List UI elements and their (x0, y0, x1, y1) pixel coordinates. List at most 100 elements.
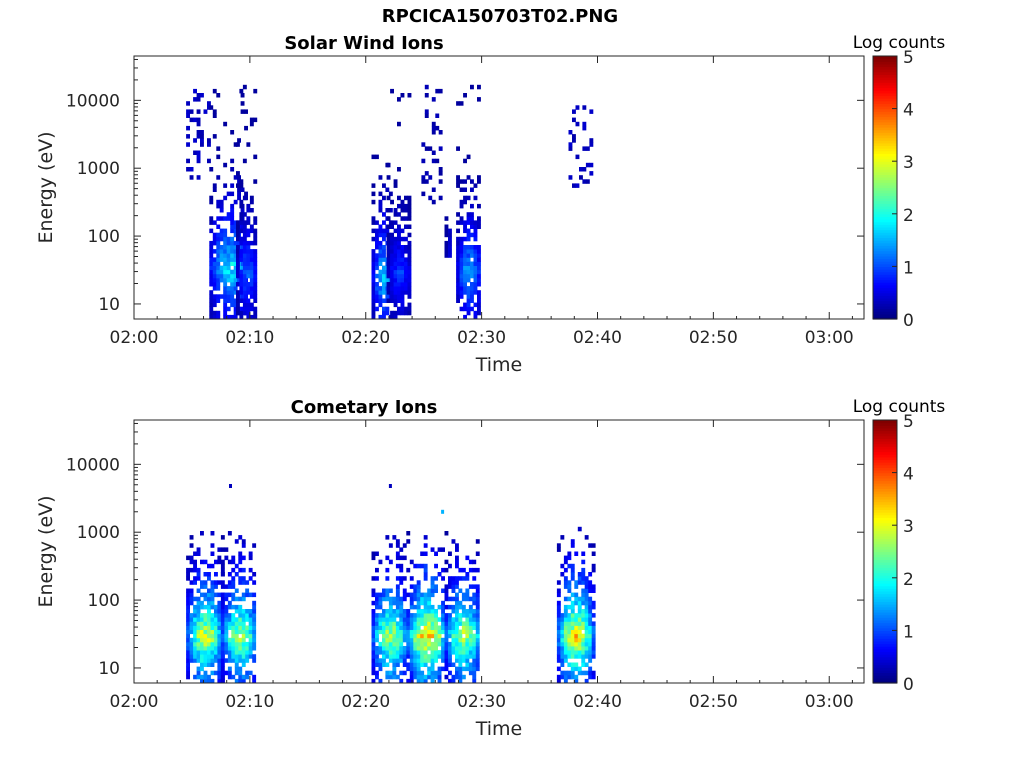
spectrogram-cell (463, 195, 467, 201)
spectrogram-cell (399, 576, 404, 581)
colorbar-cell (873, 583, 897, 587)
spectrogram-cell (404, 265, 408, 271)
spectrogram-cell (466, 302, 471, 308)
spectrogram-cell (434, 563, 438, 569)
spectrogram-cell (584, 588, 589, 593)
spectrogram-cell (441, 641, 445, 647)
colorbar-cell (873, 56, 897, 60)
spectrogram-cell (382, 220, 386, 225)
spectrogram-cell (581, 646, 586, 651)
spectrogram-cell (217, 658, 222, 663)
spectrogram-cell (220, 629, 225, 635)
spectrogram-cell (461, 625, 466, 630)
spectrogram-cell (395, 613, 400, 618)
spectrogram-cell (402, 613, 407, 618)
spectrogram-cell (210, 588, 215, 593)
spectrogram-cell (430, 625, 435, 630)
spectrogram-cell (209, 240, 214, 246)
colorbar-cell (873, 441, 897, 445)
spectrogram-cell (466, 269, 471, 275)
spectrogram-cell (246, 265, 251, 271)
spectrogram-cell (437, 670, 442, 676)
spectrogram-cell (226, 249, 231, 254)
spectrogram-cell (234, 641, 239, 647)
spectrogram-cell (388, 191, 393, 197)
spectrogram-cell (430, 646, 435, 651)
spectrogram-cell (392, 625, 397, 630)
spectrogram-cell (378, 294, 383, 299)
spectrogram-cell (246, 240, 251, 246)
spectrogram-cell (409, 650, 414, 655)
spectrogram-cell (563, 584, 568, 589)
spectrogram-cell (473, 249, 478, 254)
spectrogram-cell (563, 596, 568, 602)
spectrogram-cell (463, 269, 467, 275)
spectrogram-cell (473, 261, 478, 266)
spectrogram-cell (560, 674, 565, 680)
spectrogram-cell (463, 93, 467, 98)
spectrogram-cell (214, 637, 218, 643)
spectrogram-cell (378, 261, 383, 266)
spectrogram-cell (196, 670, 201, 676)
spectrogram-cell (459, 286, 464, 291)
spectrogram-cell (231, 596, 236, 602)
spectrogram-cell (458, 629, 463, 635)
spectrogram-cell (238, 621, 243, 626)
spectrogram-cell (375, 658, 379, 663)
colorbar-cell (873, 575, 897, 579)
spectrogram-cell (378, 245, 383, 250)
x-tick-label: 02:50 (689, 692, 738, 712)
colorbar-cell (873, 200, 897, 204)
spectrogram-cell (438, 195, 443, 201)
spectrogram-cell (219, 257, 224, 262)
spectrogram-cell (227, 670, 232, 676)
spectrogram-cell (238, 596, 243, 602)
spectrogram-cell (567, 596, 572, 602)
spectrogram-cell (468, 596, 473, 602)
x-tick-label: 02:30 (457, 692, 506, 712)
spectrogram-cell (581, 641, 586, 647)
spectrogram-cell (216, 93, 221, 98)
spectrogram-cell (240, 208, 245, 213)
spectrogram-cell (200, 600, 204, 606)
spectrogram-cell (577, 526, 582, 532)
spectrogram-cell (216, 298, 221, 303)
spectrogram-cell (242, 224, 247, 229)
spectrogram-cell (563, 646, 568, 651)
spectrogram-cell (444, 617, 449, 622)
spectrogram-cell (458, 658, 463, 663)
spectrogram-cell (430, 604, 435, 610)
spectrogram-cell (588, 641, 593, 647)
colorbar-cell (873, 116, 897, 120)
colorbar-cell (873, 158, 897, 162)
spectrogram-cell (459, 269, 464, 275)
spectrogram-cell (451, 637, 456, 643)
spectrogram-cell (397, 228, 401, 234)
colorbar-cell (873, 303, 897, 307)
spectrogram-cell (427, 609, 432, 614)
spectrogram-cell (382, 298, 386, 303)
spectrogram-cell (448, 253, 452, 258)
spectrogram-cell (567, 580, 572, 585)
spectrogram-cell (430, 576, 435, 581)
spectrogram-cell (399, 617, 404, 622)
spectrogram-cell (434, 674, 438, 680)
spectrogram-cell (477, 265, 481, 271)
spectrogram-cell (570, 641, 575, 647)
spectrogram-cell (378, 257, 383, 262)
spectrogram-cell (216, 249, 221, 254)
colorbar-cell (873, 596, 897, 600)
spectrogram-cell (582, 125, 587, 131)
spectrogram-cell (477, 179, 481, 184)
spectrogram-cell (186, 125, 190, 131)
spectrogram-cell (237, 179, 241, 184)
spectrogram-cell (388, 650, 393, 655)
spectrogram-cell (386, 273, 391, 279)
spectrogram-cell (477, 224, 481, 229)
spectrogram-cell (423, 596, 428, 602)
spectrogram-cell (463, 199, 467, 205)
colorbar-cell (873, 140, 897, 144)
colorbar-cell (873, 543, 897, 547)
spectrogram-cell (400, 298, 405, 303)
spectrogram-cell (207, 105, 211, 110)
